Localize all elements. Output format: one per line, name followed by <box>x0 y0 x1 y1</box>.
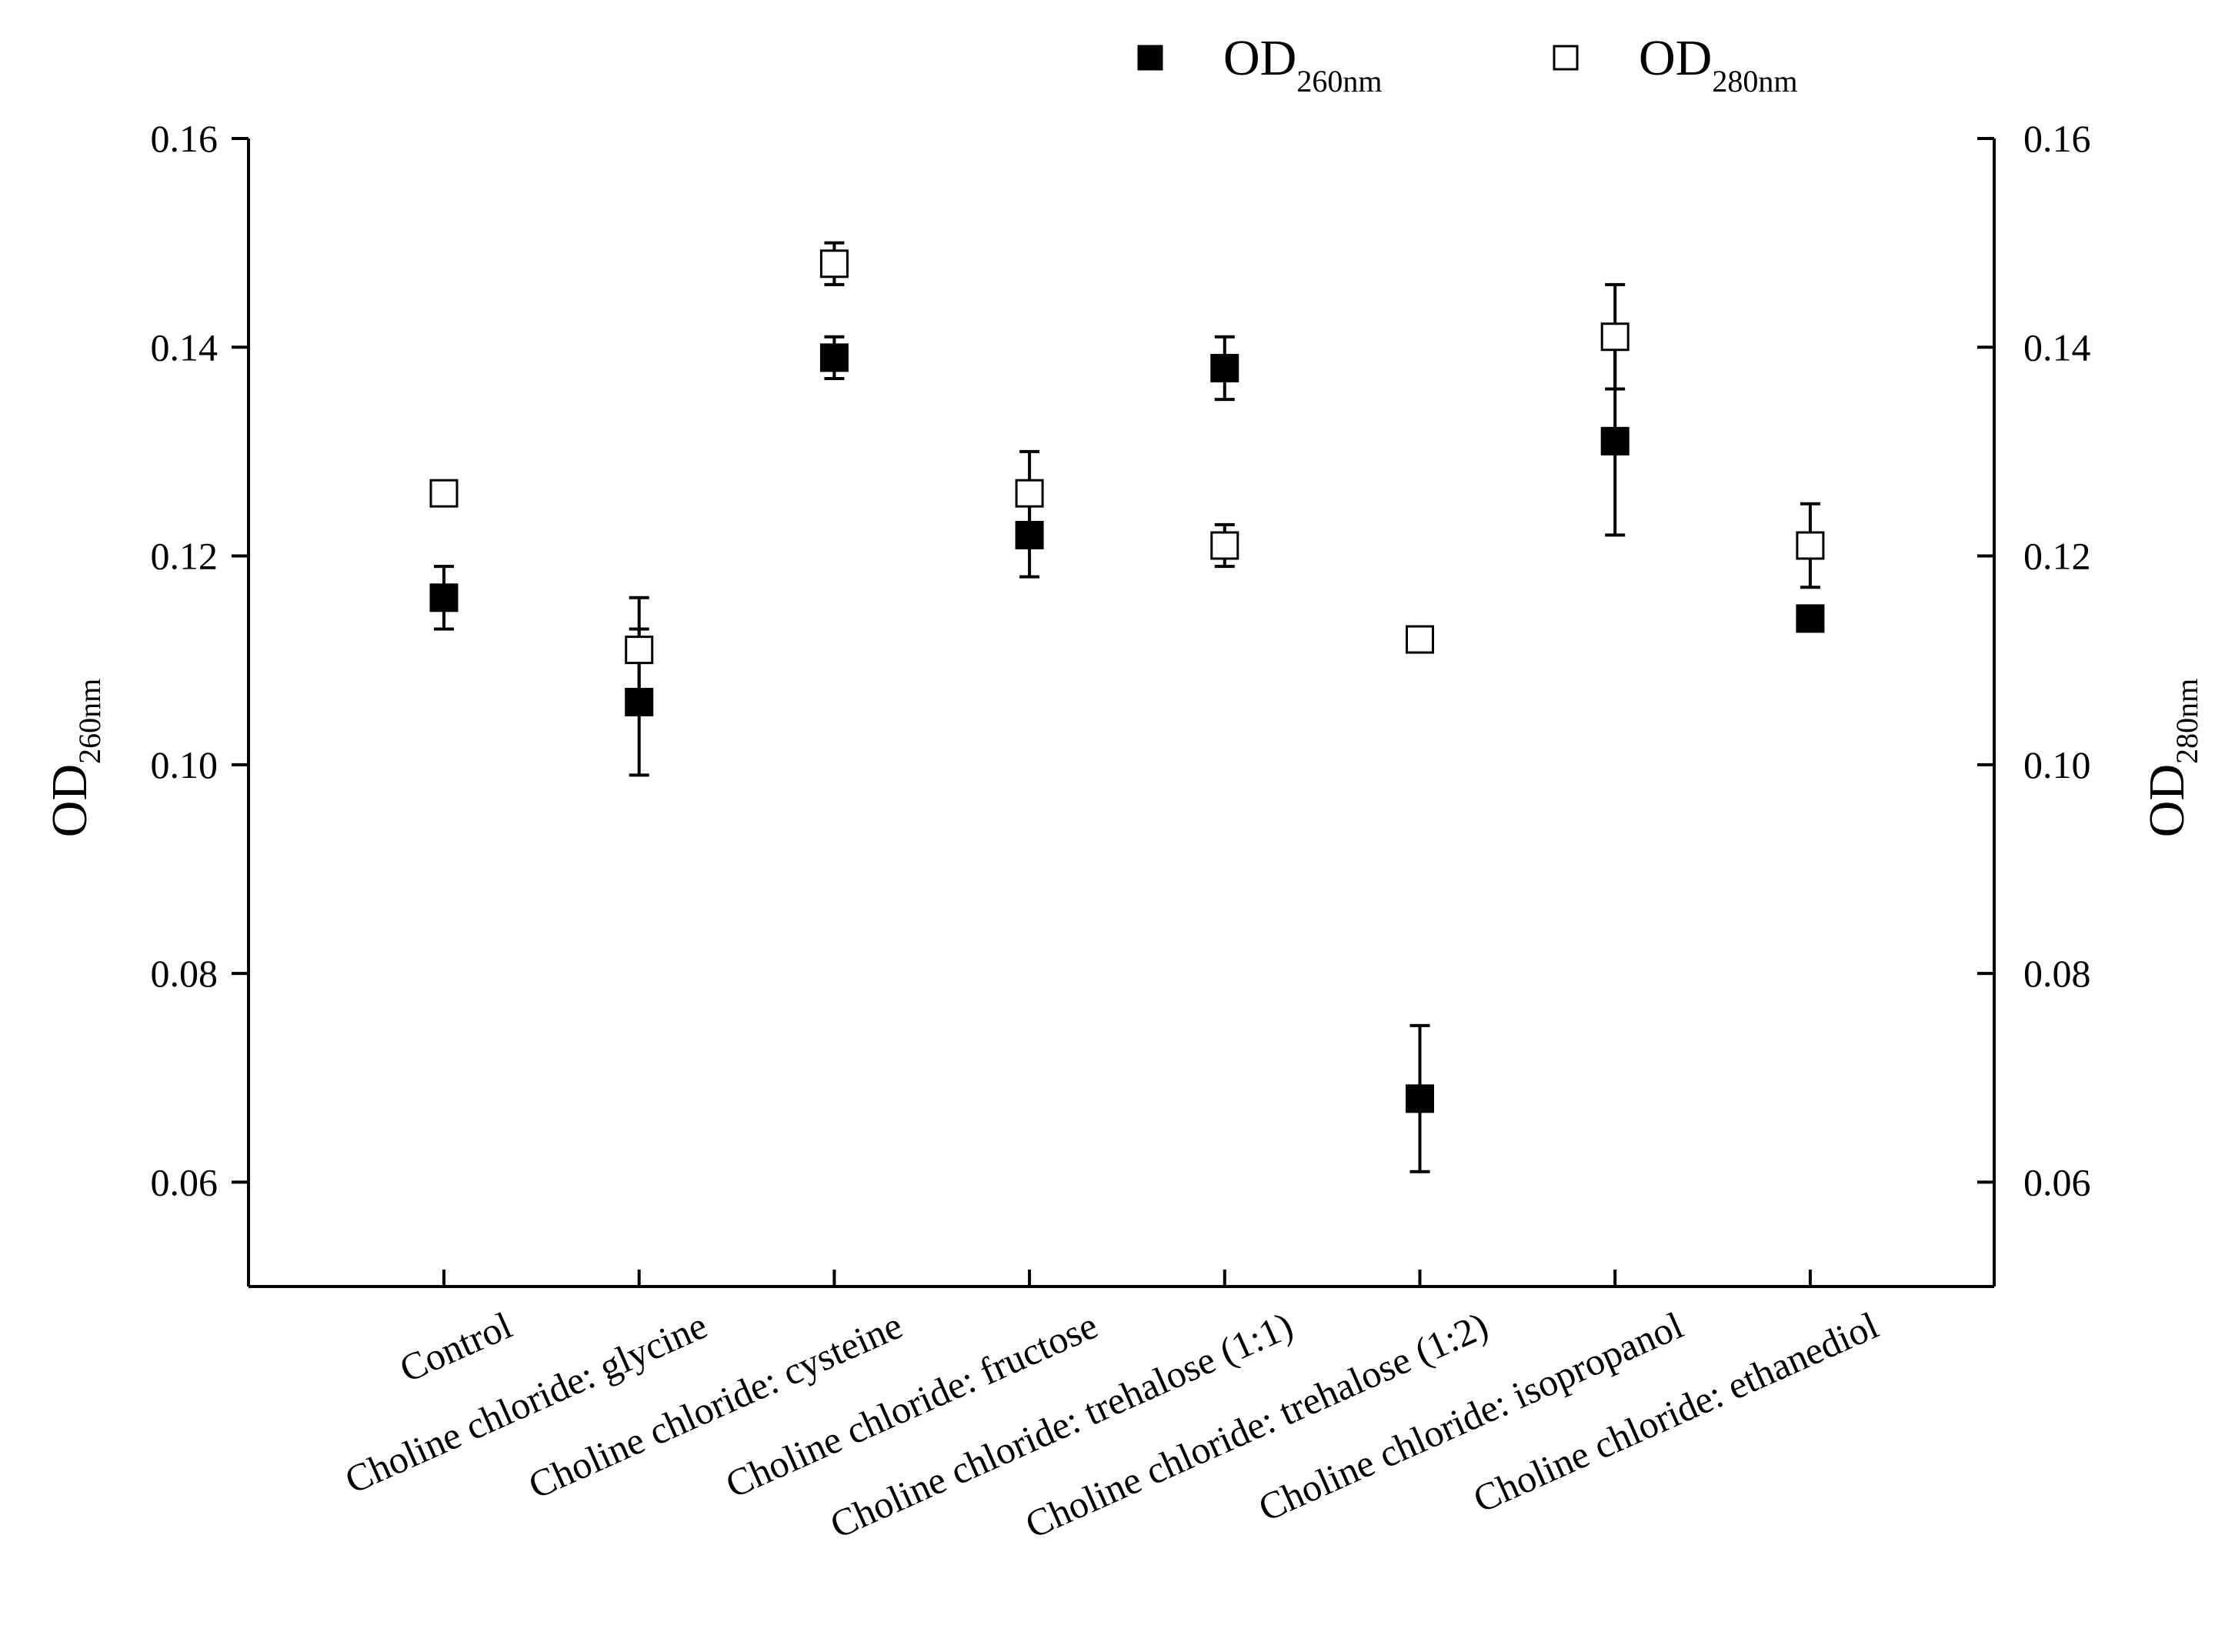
marker-filled-square <box>1406 1084 1434 1113</box>
y-right-title: OD280nm <box>2139 679 2204 837</box>
marker-open-square <box>625 636 654 665</box>
series-280nm-point <box>625 596 654 704</box>
y-left-title-sub: 260nm <box>72 679 107 764</box>
marker-open-square <box>1015 479 1044 508</box>
legend-marker-open-square <box>1553 45 1579 71</box>
y-left-title: OD260nm <box>42 679 107 837</box>
series-280nm-point <box>819 241 849 286</box>
series-260nm-point <box>819 335 849 380</box>
y-right-title-main: OD <box>2139 764 2195 837</box>
marker-open-square <box>1600 322 1630 352</box>
legend-label-main: OD <box>1223 30 1296 86</box>
right-y-tick-label: 0.10 <box>2023 743 2091 786</box>
series-280nm-point <box>1796 502 1825 589</box>
right-y-tick-label: 0.08 <box>2023 952 2091 995</box>
right-y-tick-label: 0.12 <box>2023 535 2091 578</box>
legend: OD260nm OD280nm <box>1137 30 1797 98</box>
series-280nm-point <box>429 479 459 508</box>
left-y-tick-label: 0.06 <box>151 1160 218 1203</box>
left-y-tick-label: 0.12 <box>151 535 218 578</box>
series-280nm-point <box>1406 625 1434 654</box>
marker-open-square <box>819 249 849 279</box>
series-260nm-point <box>429 565 459 631</box>
series-280nm-point <box>1015 449 1044 537</box>
marker-open-square <box>1796 531 1825 560</box>
series-280nm-point <box>1210 522 1239 569</box>
marker-open-square <box>429 479 459 508</box>
marker-filled-square <box>819 343 849 372</box>
legend-label: OD260nm <box>1223 30 1382 98</box>
marker-open-square <box>1406 625 1434 654</box>
legend-label-sub: 280nm <box>1712 64 1797 98</box>
series-260nm-point <box>1796 604 1825 633</box>
legend-label: OD280nm <box>1639 30 1797 98</box>
left-y-tick-label: 0.14 <box>151 325 218 369</box>
marker-filled-square <box>1600 426 1630 456</box>
right-y-tick-label: 0.06 <box>2023 1160 2091 1203</box>
y-left-title-text: OD260nm <box>42 679 107 837</box>
series-260nm-point <box>1406 1023 1434 1173</box>
right-y-tick-label: 0.14 <box>2023 325 2091 369</box>
series-280nm-point <box>1600 282 1630 391</box>
marker-filled-square <box>1210 353 1239 382</box>
legend-label-main: OD <box>1639 30 1712 86</box>
y-right-title-sub: 280nm <box>2170 679 2204 764</box>
left-y-tick-label: 0.10 <box>151 743 218 786</box>
marker-open-square <box>1210 531 1239 560</box>
data-layer <box>429 241 1825 1173</box>
left-y-tick-label: 0.08 <box>151 952 218 995</box>
legend-marker-filled-square <box>1137 45 1163 71</box>
marker-filled-square <box>429 583 459 612</box>
left-y-tick-label: 0.16 <box>151 117 218 160</box>
legend-label-sub: 260nm <box>1296 64 1382 98</box>
marker-filled-square <box>1796 604 1825 633</box>
series-260nm-point <box>1210 335 1239 402</box>
y-left-title-main: OD <box>42 764 98 837</box>
y-right-title-text: OD280nm <box>2139 679 2204 837</box>
right-y-tick-label: 0.16 <box>2023 117 2091 160</box>
